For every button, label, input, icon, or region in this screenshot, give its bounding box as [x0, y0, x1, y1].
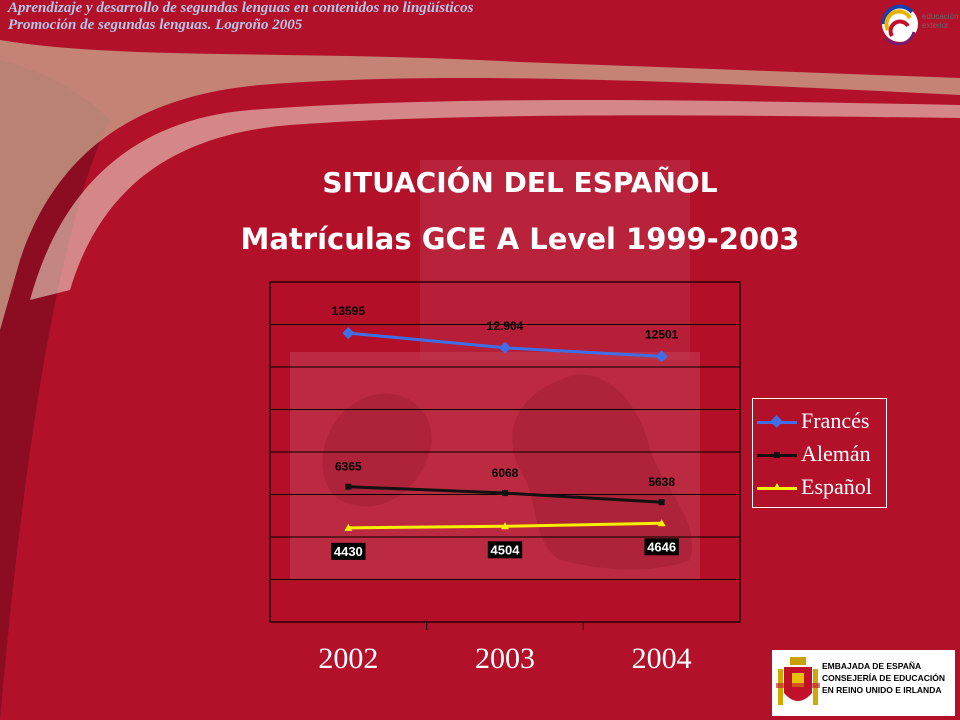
header-subtitle: Promoción de segundas lenguas. Logroño 2… [8, 17, 303, 33]
educacion-exterior-logo [881, 4, 918, 46]
data-label: 12501 [645, 327, 679, 341]
data-point [342, 327, 355, 340]
x-tick-label: 2004 [632, 642, 692, 675]
legend-marker-icon [770, 415, 783, 428]
slide-subtitle: Matrículas GCE A Level 1999-2003 [240, 222, 800, 256]
data-point [658, 499, 665, 506]
embassy-line-2: CONSEJERÍA DE EDUCACIÓN [822, 673, 945, 683]
legend-marker-icon [774, 452, 780, 458]
data-label-box [487, 541, 523, 559]
legend-label: Francés [801, 408, 870, 433]
chart-legend: Francés Alemán Español [752, 398, 887, 508]
logo-text: educación exterior [922, 12, 958, 30]
data-label: 5638 [648, 475, 675, 489]
data-point [344, 523, 353, 531]
logo-line-2: exterior [922, 21, 949, 30]
plot-frame [269, 281, 741, 623]
data-point [345, 483, 352, 490]
data-label: 13595 [332, 304, 366, 318]
legend-item: Español [753, 474, 886, 503]
data-label-box [644, 538, 679, 556]
slide-title: SITUACIÓN DEL ESPAÑOL [322, 166, 718, 199]
legend-label: Alemán [801, 441, 871, 466]
data-point [502, 490, 508, 497]
data-label: 4646 [647, 539, 676, 554]
legend-label: Español [801, 474, 872, 499]
embassy-logo-box: EMBAJADA DE ESPAÑA CONSEJERÍA DE EDUCACI… [772, 650, 955, 716]
data-label: 4504 [491, 542, 521, 557]
decorative-swoosh-band [0, 40, 960, 330]
background-map-panel-top [420, 160, 690, 360]
uk-map-silhouette [322, 374, 692, 570]
x-tick-label: 2003 [475, 642, 535, 675]
embassy-text: EMBAJADA DE ESPAÑA CONSEJERÍA DE EDUCACI… [822, 660, 945, 696]
spain-coat-of-arms-icon [776, 657, 820, 705]
embassy-line-3: EN REINO UNIDO E IRLANDA [822, 685, 942, 695]
data-label: 6365 [335, 460, 362, 474]
data-label-box [331, 542, 366, 560]
data-point [499, 341, 511, 354]
legend-item: Francés [753, 408, 886, 437]
data-point [655, 350, 668, 363]
legend-marker-icon [773, 483, 781, 490]
data-point [657, 519, 666, 527]
header-title: Aprendizaje y desarrollo de segundas len… [8, 0, 474, 16]
data-label: 6068 [492, 466, 519, 480]
data-label: 12.904 [487, 319, 524, 333]
embassy-line-1: EMBAJADA DE ESPAÑA [822, 661, 922, 671]
legend-item: Alemán [753, 441, 886, 470]
data-label: 4430 [334, 544, 363, 559]
logo-line-1: educación [922, 12, 959, 21]
x-tick-label: 2002 [318, 642, 378, 675]
data-point [501, 522, 509, 530]
